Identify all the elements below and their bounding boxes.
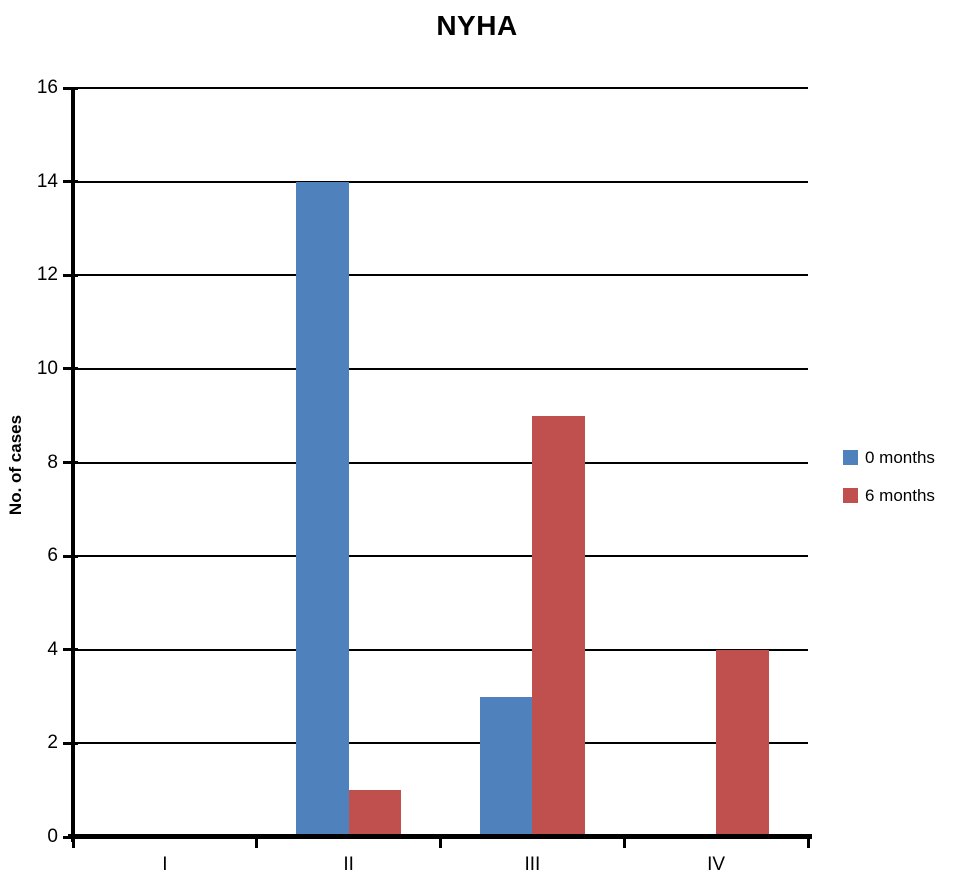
- y-tick-label-10: 10: [36, 357, 58, 379]
- y-tick-label-14: 14: [36, 170, 58, 192]
- gridline-y-16: [73, 87, 808, 89]
- y-tick-6: [63, 554, 78, 558]
- y-tick-label-0: 0: [47, 826, 58, 847]
- y-tick-12: [63, 273, 78, 277]
- x-category-label-I: I: [162, 854, 168, 875]
- chart-title: NYHA: [436, 10, 518, 41]
- bar-0-months-class-III: [479, 696, 533, 837]
- y-tick-label-12: 12: [36, 264, 58, 286]
- legend: 0 months 6 months: [843, 449, 935, 504]
- gridline-y-6: [73, 555, 808, 558]
- gridline-y-2: [73, 742, 808, 745]
- y-tick-10: [63, 367, 78, 371]
- x-tick-1: [255, 839, 259, 848]
- x-category-label-III: III: [524, 854, 541, 875]
- gridline-y-10: [73, 367, 808, 370]
- legend-label: 0 months: [865, 448, 935, 467]
- y-tick-14: [63, 180, 78, 184]
- legend-item-6-months: 6 months: [843, 487, 935, 504]
- x-tick-0: [71, 839, 75, 848]
- x-axis-line: [68, 834, 812, 839]
- y-tick-2: [63, 741, 78, 745]
- x-tick-4: [806, 839, 810, 848]
- gridline-y-14: [73, 180, 808, 183]
- gridline-y-12: [73, 274, 808, 277]
- y-tick-8: [63, 461, 78, 464]
- legend-item-0-months: 0 months: [843, 449, 935, 466]
- y-tick-4: [63, 648, 78, 652]
- bar-6-months-class-III: [532, 415, 585, 837]
- y-tick-16: [63, 86, 78, 90]
- bar-0-months-class-II: [296, 181, 349, 837]
- gridline-y-8: [73, 461, 808, 464]
- y-tick-label-4: 4: [47, 638, 58, 660]
- y-tick-label-2: 2: [47, 732, 58, 754]
- x-tick-2: [439, 839, 442, 848]
- y-tick-label-8: 8: [47, 451, 58, 473]
- y-axis-line: [71, 88, 75, 842]
- bar-6-months-class-IV: [716, 649, 769, 838]
- legend-swatch-icon: [843, 450, 858, 465]
- gridline-y-4: [73, 648, 808, 651]
- bar-6-months-class-II: [348, 790, 402, 837]
- y-tick-label-6: 6: [47, 545, 58, 567]
- legend-label: 6 months: [865, 486, 935, 505]
- x-category-label-IV: IV: [707, 854, 726, 875]
- legend-swatch-icon: [843, 488, 858, 503]
- x-category-label-II: II: [343, 854, 354, 875]
- x-tick-3: [622, 839, 626, 848]
- y-tick-label-16: 16: [36, 77, 58, 98]
